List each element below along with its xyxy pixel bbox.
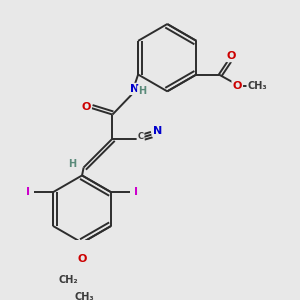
Text: N: N [153,126,162,136]
Text: I: I [134,187,138,197]
Text: CH₂: CH₂ [58,274,78,285]
Text: H: H [68,159,76,169]
Text: O: O [227,51,236,61]
Text: H: H [138,86,146,96]
Text: O: O [232,81,242,91]
Text: I: I [26,187,30,197]
Text: N: N [130,84,140,94]
Text: C: C [137,133,144,142]
Text: CH₃: CH₃ [248,81,267,91]
Text: O: O [81,101,91,112]
Text: CH₃: CH₃ [75,292,94,300]
Text: O: O [77,254,87,264]
